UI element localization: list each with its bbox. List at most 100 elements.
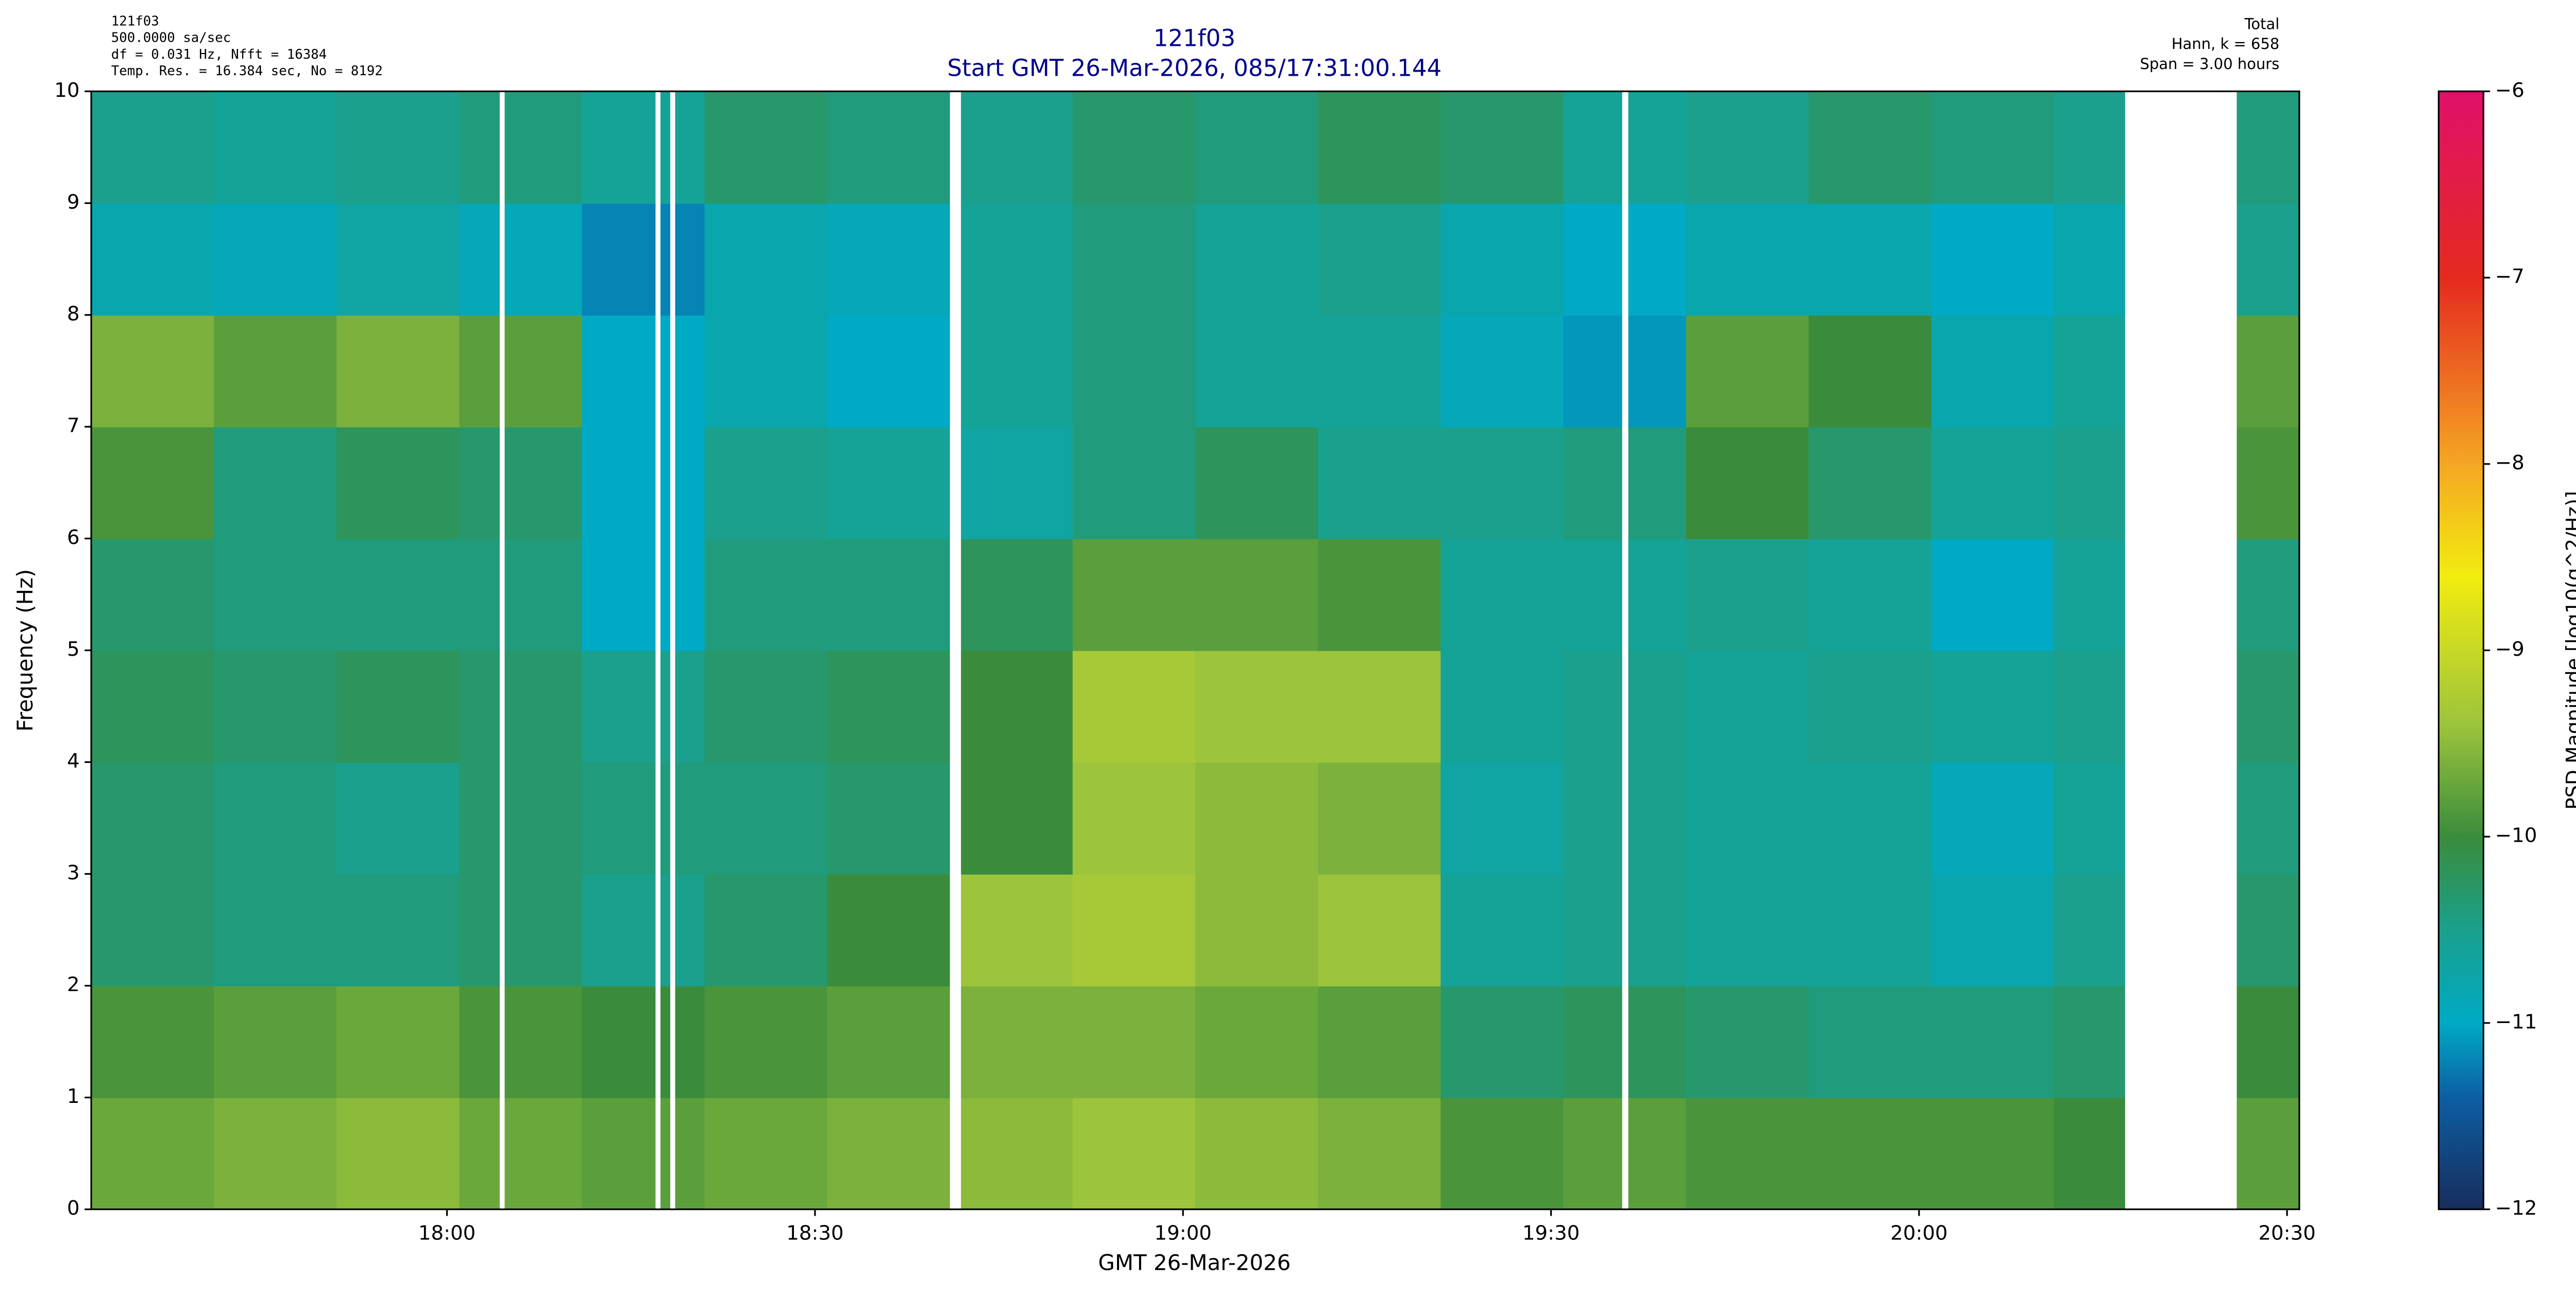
- heatmap-cell: [214, 538, 337, 651]
- heatmap-cell: [214, 1097, 337, 1210]
- heatmap-cell: [1440, 874, 1564, 986]
- heatmap-cell: [950, 1097, 1074, 1210]
- heatmap-cell: [214, 762, 337, 875]
- heatmap-cell: [1440, 650, 1564, 763]
- data-gap: [499, 91, 505, 1210]
- heatmap-cell: [1686, 91, 1809, 204]
- heatmap-cell: [1808, 985, 1932, 1098]
- y-tick-label: 8: [67, 302, 80, 326]
- heatmap-cell: [582, 650, 705, 763]
- heatmap-cell: [459, 1097, 583, 1210]
- heatmap-cell: [1808, 762, 1932, 875]
- heatmap-cell: [704, 91, 828, 204]
- heatmap-cell: [1686, 427, 1809, 539]
- heatmap-cell: [1440, 985, 1564, 1098]
- heatmap-cell: [1318, 538, 1442, 651]
- y-tick-label: 7: [67, 414, 80, 437]
- heatmap-cell: [91, 874, 215, 986]
- heatmap-cell: [336, 985, 460, 1098]
- heatmap-cell: [827, 874, 951, 986]
- colorbar-tick-label: −12: [2495, 1197, 2537, 1220]
- heatmap-cell: [827, 91, 951, 204]
- heatmap-cell: [1931, 538, 2055, 651]
- heatmap-cell: [336, 650, 460, 763]
- heatmap-cell: [1318, 427, 1442, 539]
- heatmap-cell: [459, 762, 583, 875]
- heatmap-cell: [214, 985, 337, 1098]
- info-text: df = 0.031 Hz, Nfft = 16384: [111, 47, 327, 62]
- x-tick-label: 18:30: [786, 1221, 843, 1245]
- x-tick-label: 20:00: [1890, 1221, 1947, 1245]
- colorbar-tick-label: −7: [2495, 265, 2524, 288]
- heatmap-cell: [1440, 538, 1564, 651]
- heatmap-cell: [1072, 874, 1196, 986]
- heatmap-cell: [1931, 1097, 2055, 1210]
- heatmap-cell: [1686, 985, 1809, 1098]
- y-tick-label: 4: [67, 750, 80, 773]
- heatmap-cell: [336, 762, 460, 875]
- heatmap-cell: [91, 985, 215, 1098]
- heatmap-cell: [582, 91, 705, 204]
- heatmap-cell: [1686, 203, 1809, 316]
- info-text: Temp. Res. = 16.384 sec, No = 8192: [111, 63, 383, 79]
- heatmap-cell: [1318, 203, 1442, 316]
- heatmap-cell: [1686, 762, 1809, 875]
- heatmap-cell: [1072, 1097, 1196, 1210]
- heatmap-cell: [1808, 538, 1932, 651]
- chart-title: 121f03: [1154, 24, 1235, 52]
- heatmap-cell: [91, 315, 215, 428]
- heatmap-cell: [950, 650, 1074, 763]
- heatmap-cell: [1072, 985, 1196, 1098]
- heatmap-cell: [1318, 762, 1442, 875]
- heatmap-cell: [214, 315, 337, 428]
- x-tick-label: 19:00: [1155, 1221, 1212, 1245]
- x-tick-label: 19:30: [1522, 1221, 1580, 1245]
- heatmap-cell: [336, 91, 460, 204]
- heatmap-cell: [1072, 315, 1196, 428]
- y-tick-label: 3: [67, 861, 80, 884]
- heatmap-cell: [582, 427, 705, 539]
- heatmap-cell: [214, 427, 337, 539]
- heatmap-cell: [827, 762, 951, 875]
- heatmap-cell: [1440, 315, 1564, 428]
- heatmap-cell: [91, 91, 215, 204]
- colorbar-tick-label: −9: [2495, 638, 2524, 661]
- heatmap-cell: [459, 985, 583, 1098]
- y-axis-label: Frequency (Hz): [12, 569, 38, 732]
- heatmap-cell: [950, 538, 1074, 651]
- colorbar-tick-label: −8: [2495, 451, 2524, 474]
- heatmap-cell: [1808, 203, 1932, 316]
- heatmap-cell: [91, 203, 215, 316]
- heatmap-cell: [582, 985, 705, 1098]
- heatmap-cell: [950, 427, 1074, 539]
- heatmap-cell: [582, 315, 705, 428]
- heatmap-cell: [827, 315, 951, 428]
- heatmap-cell: [1195, 874, 1319, 986]
- heatmap-cell: [1808, 427, 1932, 539]
- heatmap-cell: [704, 427, 828, 539]
- heatmap-cell: [704, 315, 828, 428]
- heatmap-cell: [704, 762, 828, 875]
- heatmap-cell: [827, 203, 951, 316]
- heatmap-cell: [1195, 538, 1319, 651]
- heatmap-cell: [827, 985, 951, 1098]
- heatmap-cell: [336, 874, 460, 986]
- colorbar-label: PSD Magnitude [log10(g^2/Hz)]: [2562, 491, 2576, 810]
- heatmap-cell: [827, 1097, 951, 1210]
- heatmap-cell: [1808, 650, 1932, 763]
- chart-subtitle: Start GMT 26-Mar-2026, 085/17:31:00.144: [947, 54, 1442, 81]
- heatmap-cell: [214, 650, 337, 763]
- y-tick-label: 9: [67, 191, 80, 214]
- heatmap-cell: [950, 315, 1074, 428]
- heatmap-cell: [1440, 91, 1564, 204]
- heatmap-cell: [1808, 315, 1932, 428]
- heatmap-cell: [1931, 91, 2055, 204]
- heatmap-cell: [1195, 203, 1319, 316]
- heatmap-cell: [459, 91, 583, 204]
- heatmap-cell: [950, 762, 1074, 875]
- heatmap-cell: [336, 427, 460, 539]
- heatmap-cell: [459, 427, 583, 539]
- heatmap-cell: [1931, 985, 2055, 1098]
- y-tick-label: 1: [67, 1085, 80, 1108]
- heatmap-cell: [950, 91, 1074, 204]
